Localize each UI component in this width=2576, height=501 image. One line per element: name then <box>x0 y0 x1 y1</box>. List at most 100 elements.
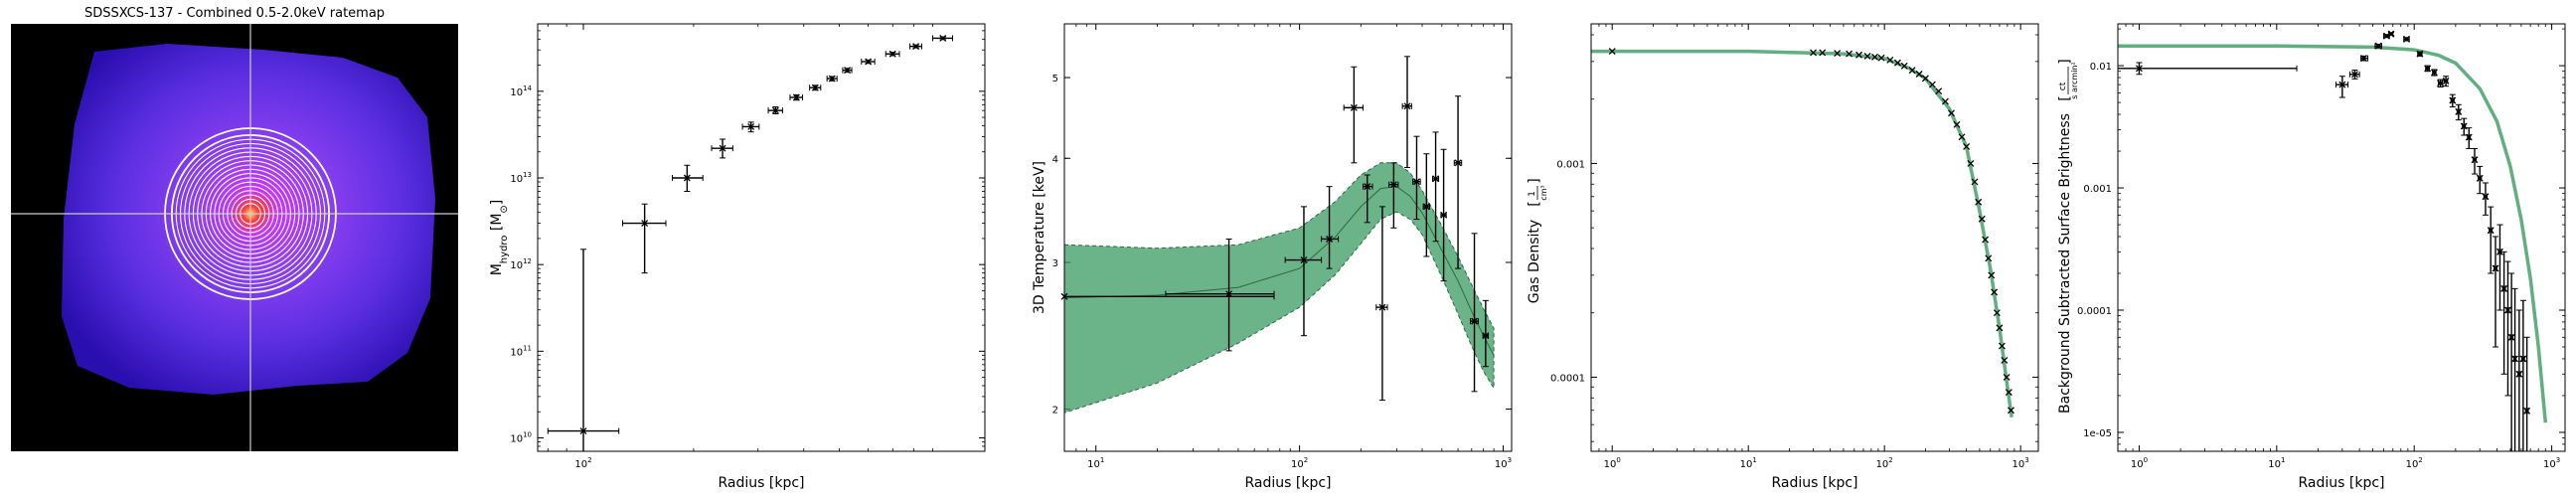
hydro-mass-xlabel: Radius [kpc] <box>718 475 804 491</box>
surface-brightness-panel: Radius [kpc] Background Subtracted Surfa… <box>2057 23 2566 491</box>
svg-text:s arcmin²: s arcmin² <box>2070 62 2079 98</box>
surface-brightness-data-point <box>2476 165 2484 195</box>
hydro-mass-data-point <box>885 50 900 58</box>
hydro-mass-data-point <box>842 67 853 75</box>
gas-density-data-point <box>2003 373 2011 381</box>
hydro-mass-marker <box>844 67 852 75</box>
surface-brightness-marker <box>2487 227 2495 235</box>
surface-brightness-x-tick-label: 102 <box>2406 456 2423 470</box>
surface-brightness-x-tick-label: 103 <box>2543 456 2560 470</box>
temperature-y-tick-label: 3 <box>1052 258 1058 269</box>
surface-brightness-marker <box>2360 55 2367 63</box>
temperature-x-tick-label: 101 <box>1087 456 1104 470</box>
surface-brightness-marker <box>2515 370 2523 378</box>
surface-brightness-marker <box>2455 107 2463 115</box>
surface-brightness-data-point <box>2442 76 2450 87</box>
hydro-mass-data-point <box>826 75 838 83</box>
surface-brightness-data-point <box>2360 55 2369 63</box>
gas-density-plot-area <box>1590 23 2039 452</box>
temperature-data-point <box>1343 66 1365 164</box>
temperature-ylabel: 3D Temperature [keV] <box>1032 161 1047 314</box>
temperature-data-point <box>1482 299 1490 368</box>
surface-brightness-model-curve <box>2118 44 2548 423</box>
temperature-marker <box>1300 256 1308 264</box>
gas-density-marker <box>2008 407 2014 415</box>
hydro-mass-data-point <box>711 138 733 159</box>
gas-density-y-tick-label: 0.001 <box>1556 159 1585 170</box>
gas-density-marker <box>2005 389 2012 397</box>
surface-brightness-marker <box>2437 80 2444 87</box>
temperature-marker <box>1471 317 1478 325</box>
gas-density-data-point <box>1893 59 1901 67</box>
svg-text:cm³: cm³ <box>1539 185 1548 200</box>
surface-brightness-data-point <box>2500 250 2508 375</box>
temperature-data-point <box>1453 95 1463 269</box>
gas-density-data-point <box>1834 50 1842 57</box>
surface-brightness-marker <box>2519 355 2527 363</box>
surface-brightness-marker <box>2374 42 2382 50</box>
temperature-marker <box>1482 332 1490 340</box>
gas-density-data-point <box>1886 56 1894 64</box>
gas-density-marker <box>1877 54 1885 62</box>
gas-density-data-point <box>1998 342 2006 350</box>
svg-text:]: ] <box>1527 178 1542 183</box>
gas-density-data-point <box>1958 133 1966 141</box>
surface-brightness-marker <box>2523 407 2531 415</box>
gas-density-marker <box>1948 109 1955 117</box>
svg-text:[: [ <box>2057 95 2073 100</box>
surface-brightness-y-tick-label: 0.0001 <box>2077 306 2112 317</box>
hydro-mass-data-point <box>789 93 804 101</box>
surface-brightness-marker <box>2500 284 2508 292</box>
temperature-y-tick-label: 5 <box>1052 74 1058 84</box>
surface-brightness-data-point <box>2403 35 2410 43</box>
temperature-data-point <box>1388 162 1399 229</box>
svg-text:Gas Density: Gas Density <box>1527 220 1542 303</box>
gas-density-marker <box>1608 48 1616 56</box>
surface-brightness-data-point <box>2430 69 2438 77</box>
temperature-marker <box>1225 290 1233 298</box>
surface-brightness-marker <box>2403 35 2410 43</box>
gas-density-data-point <box>1975 198 1983 206</box>
surface-brightness-marker <box>2465 133 2473 141</box>
surface-brightness-marker <box>2424 65 2432 73</box>
surface-brightness-data-point <box>2492 236 2499 348</box>
surface-brightness-marker <box>2471 156 2479 164</box>
surface-brightness-data-point <box>2515 309 2523 451</box>
ratemap-panel: SDSSXCS-137 - Combined 0.5-2.0keV ratema… <box>11 6 458 451</box>
surface-brightness-data-point <box>2374 42 2382 50</box>
gas-density-data-point <box>1953 120 1961 128</box>
temperature-data-point <box>1470 233 1480 393</box>
gas-density-marker <box>1975 198 1983 206</box>
hydro-mass-data-point <box>547 249 620 451</box>
gas-density-marker <box>2003 373 2011 381</box>
gas-density-marker <box>1846 50 1853 58</box>
hydro-mass-y-tick-label: 1013 <box>510 171 532 185</box>
gas-density-marker <box>1985 254 1993 262</box>
hydro-mass-y-tick-label: 1010 <box>510 430 532 444</box>
temperature-marker <box>1364 183 1371 191</box>
gas-density-marker <box>1982 236 1990 244</box>
gas-density-data-point <box>1819 49 1827 57</box>
gas-density-data-point <box>1855 51 1862 59</box>
gas-density-data-point <box>1863 52 1871 60</box>
gas-density-marker <box>1941 97 1949 105</box>
gas-density-data-point <box>2001 356 2009 364</box>
temperature-x-tick-label: 102 <box>1291 456 1308 470</box>
surface-brightness-marker <box>2416 50 2424 58</box>
gas-density-data-point <box>1908 67 1916 75</box>
gas-density-y-tick-label: 0.0001 <box>1550 373 1585 384</box>
surface-brightness-marker <box>2482 193 2490 201</box>
surface-brightness-ylabel: Background Subtracted Surface Brightness… <box>2057 59 2079 414</box>
temperature-frame <box>1063 23 1513 452</box>
gas-density-marker <box>1886 56 1894 64</box>
gas-density-data-point <box>1921 75 1929 83</box>
gas-density-data-point <box>1915 71 1923 78</box>
surface-brightness-frame <box>2117 23 2566 452</box>
surface-brightness-plot-area <box>2117 23 2566 452</box>
gas-density-marker <box>1855 51 1862 59</box>
hydro-mass-data-point <box>931 34 953 42</box>
surface-brightness-data-point <box>2471 147 2479 175</box>
temperature-data-point <box>1375 206 1388 402</box>
surface-brightness-marker <box>2135 65 2143 73</box>
hydro-mass-marker <box>719 144 726 152</box>
